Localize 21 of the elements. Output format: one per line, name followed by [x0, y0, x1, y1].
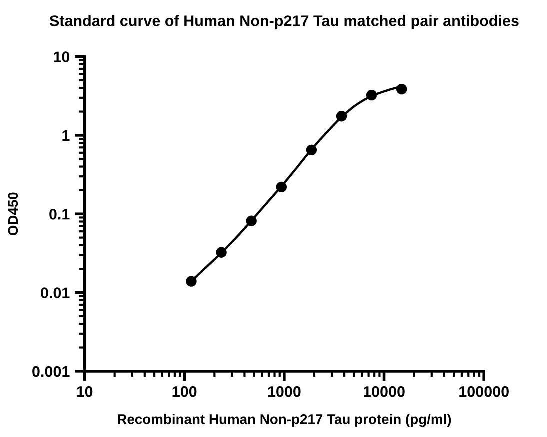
x-tick-label: 10000: [364, 386, 405, 398]
point: [396, 84, 408, 95]
point: [216, 247, 227, 258]
x-tick-label: 1000: [268, 386, 301, 398]
y-tick-label: 10: [54, 52, 70, 62]
y-axis-title: OD450: [8, 192, 18, 236]
chart-title: Standard curve of Human Non-p217 Tau matched pair antibodies: [50, 15, 519, 30]
x-tick-label: 10: [77, 386, 93, 398]
y-tick-label: 1: [62, 130, 70, 142]
x-axis-title: Recombinant Human Non-p217 Tau protein (pg/ml): [118, 414, 452, 428]
x-tick-label: 100000: [460, 386, 509, 398]
point: [276, 182, 287, 193]
y-tick-label: 0.01: [41, 288, 70, 298]
point: [366, 90, 378, 101]
point: [246, 216, 257, 226]
x-tick-label: 100: [172, 386, 197, 398]
point: [186, 276, 197, 287]
point: [306, 144, 318, 156]
y-tick-label: 0.001: [32, 366, 70, 378]
y-tick-label: 0.1: [50, 209, 70, 220]
point: [336, 111, 348, 122]
